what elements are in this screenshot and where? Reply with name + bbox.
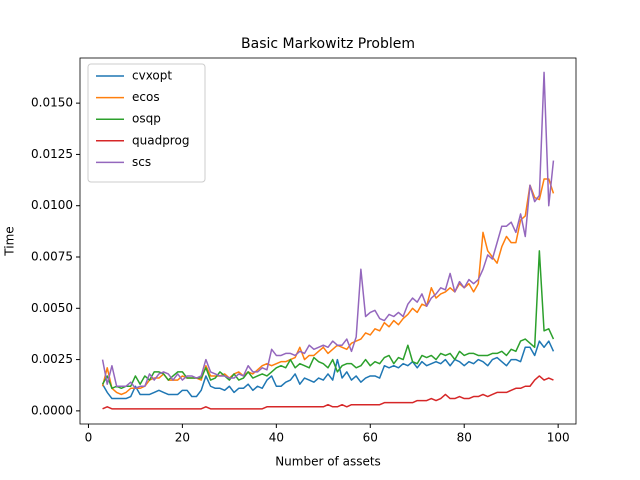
- y-tick-label: 0.0125: [31, 147, 73, 161]
- x-axis-label: Number of assets: [275, 455, 381, 469]
- x-tick-label: 100: [547, 431, 570, 445]
- y-tick-label: 0.0050: [31, 301, 73, 315]
- y-tick-label: 0.0000: [31, 403, 73, 417]
- legend-box: [87, 63, 206, 183]
- series-line: [101, 71, 555, 390]
- x-tick-label: 40: [269, 431, 284, 445]
- y-tick-label: 0.0100: [31, 198, 73, 212]
- series-line: [101, 340, 555, 400]
- y-tick-label: 0.0025: [31, 352, 73, 366]
- legend-label: cvxopt: [132, 69, 172, 83]
- x-tick-label: 80: [457, 431, 472, 445]
- y-tick-label: 0.0150: [31, 96, 73, 110]
- legend-label: quadprog: [132, 133, 189, 147]
- legend-label: osqp: [132, 112, 161, 126]
- x-tick-label: 0: [85, 431, 93, 445]
- series-line: [101, 250, 555, 390]
- series-line: [102, 375, 554, 410]
- y-tick-label: 0.0075: [31, 250, 73, 264]
- x-tick-label: 20: [175, 431, 190, 445]
- chart-title: Basic Markowitz Problem: [241, 36, 415, 52]
- y-axis-label: Time: [3, 226, 17, 256]
- x-tick-label: 60: [363, 431, 378, 445]
- legend-label: ecos: [132, 90, 160, 104]
- legend-label: scs: [132, 155, 151, 169]
- series-line: [101, 178, 555, 396]
- axes-frame: [79, 57, 577, 425]
